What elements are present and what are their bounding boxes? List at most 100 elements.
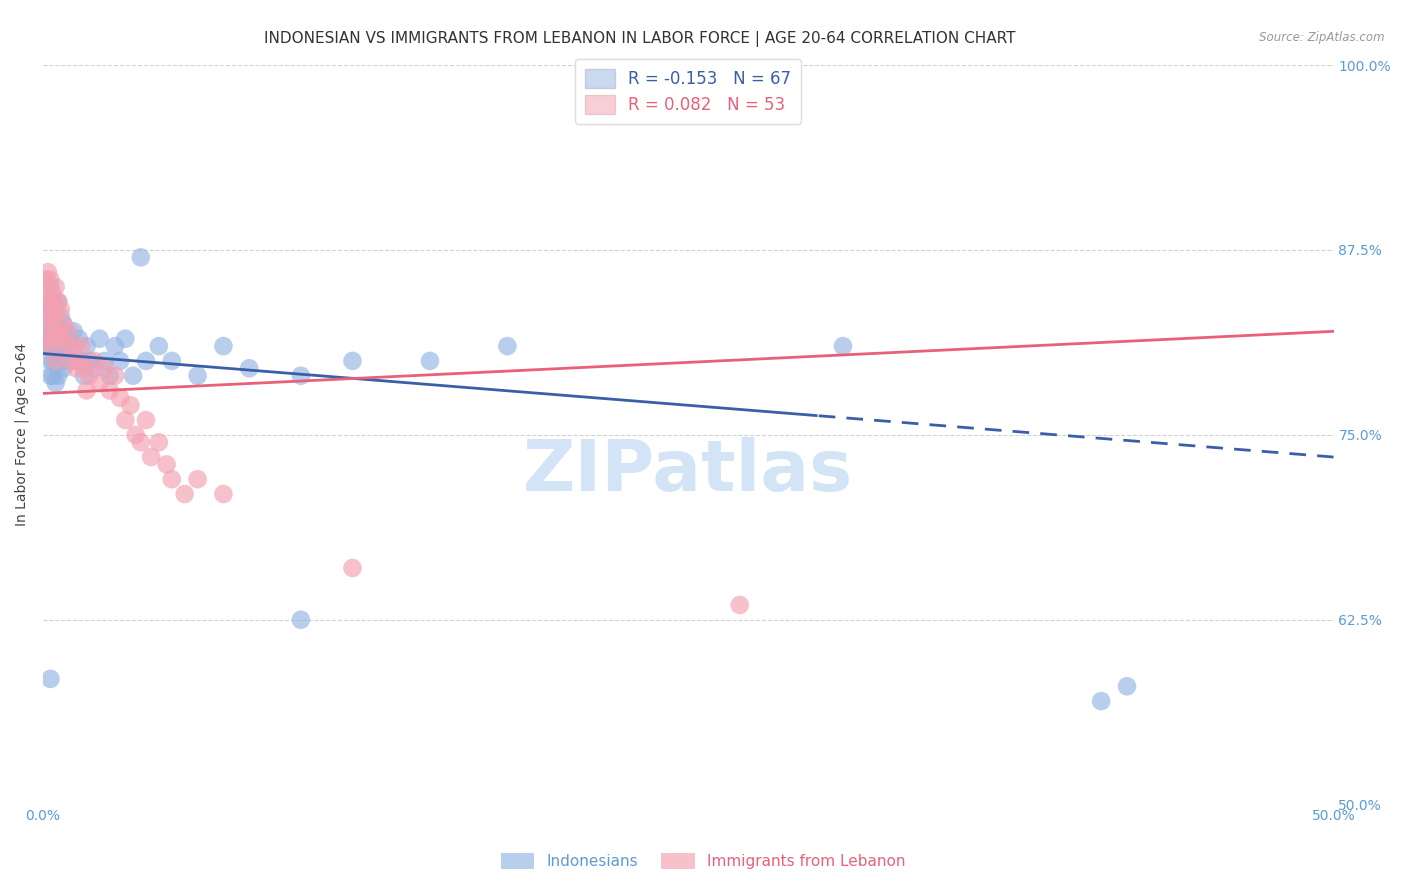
Point [39,339,62,353]
Point [39,324,62,338]
Point [34,310,56,324]
Point [290,368,312,383]
Point [148,339,170,353]
Point [65,361,87,376]
Point [46,324,69,338]
Point [39,302,62,317]
Point [39,354,62,368]
Point [148,435,170,450]
Point [496,339,519,353]
Point [728,598,751,612]
Point [58,354,80,368]
Point [37,310,59,324]
Point [49,302,72,317]
Point [114,413,136,427]
Point [45,310,67,324]
Point [73,361,96,376]
Point [89,376,111,390]
Point [49,354,72,368]
Point [39,672,62,686]
Point [108,391,131,405]
Point [37,265,59,279]
Point [93,361,115,376]
Point [65,354,87,368]
Point [108,354,131,368]
Point [60,354,83,368]
Point [70,339,93,353]
Point [832,339,855,353]
Point [49,332,72,346]
Point [46,346,69,360]
Point [52,361,75,376]
Point [42,287,65,301]
Point [34,272,56,286]
Point [37,332,59,346]
Point [39,294,62,309]
Point [62,324,84,338]
Y-axis label: In Labor Force | Age 20-64: In Labor Force | Age 20-64 [15,343,30,526]
Point [55,324,77,338]
Point [42,332,65,346]
Point [139,450,162,464]
Point [37,287,59,301]
Text: ZIPatlas: ZIPatlas [523,437,853,507]
Point [238,361,260,376]
Point [45,324,67,338]
Point [70,354,93,368]
Point [52,317,75,331]
Point [39,339,62,353]
Point [98,368,121,383]
Legend: Indonesians, Immigrants from Lebanon: Indonesians, Immigrants from Lebanon [495,847,911,875]
Point [45,376,67,390]
Point [156,458,179,472]
Point [187,472,209,486]
Point [73,368,96,383]
Point [58,324,80,338]
Point [187,368,209,383]
Point [55,339,77,353]
Point [37,317,59,331]
Point [46,324,69,338]
Point [42,354,65,368]
Point [45,302,67,317]
Point [45,354,67,368]
Point [76,384,98,398]
Point [42,368,65,383]
Point [728,65,751,79]
Point [129,251,152,265]
Point [290,613,312,627]
Point [83,354,105,368]
Point [39,272,62,286]
Point [42,294,65,309]
Point [77,354,100,368]
Point [212,339,235,353]
Point [93,354,115,368]
Point [46,294,69,309]
Point [160,354,183,368]
Point [135,413,157,427]
Point [76,339,98,353]
Point [1090,694,1112,708]
Point [58,332,80,346]
Point [37,294,59,309]
Point [52,317,75,331]
Point [83,361,105,376]
Point [77,368,100,383]
Point [42,310,65,324]
Point [98,384,121,398]
Point [55,346,77,360]
Point [37,339,59,353]
Point [45,354,67,368]
Legend: R = -0.153   N = 67, R = 0.082   N = 53: R = -0.153 N = 67, R = 0.082 N = 53 [575,59,801,124]
Point [342,354,364,368]
Point [114,332,136,346]
Text: Source: ZipAtlas.com: Source: ZipAtlas.com [1260,31,1385,45]
Point [45,280,67,294]
Point [212,487,235,501]
Point [49,332,72,346]
Point [46,294,69,309]
Point [104,339,127,353]
Point [120,398,142,412]
Point [34,332,56,346]
Point [124,428,146,442]
